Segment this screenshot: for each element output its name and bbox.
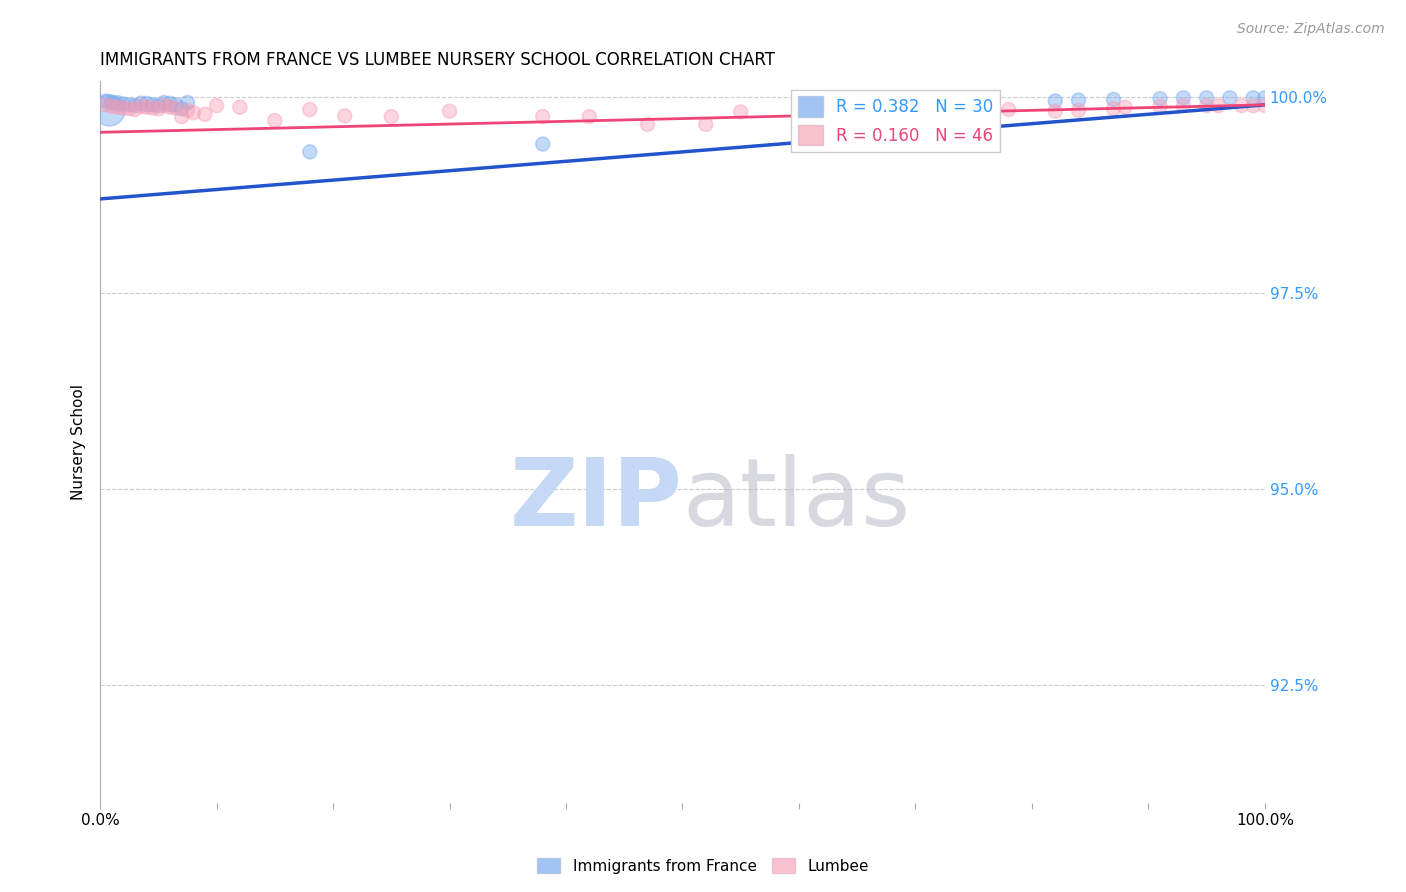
Point <box>1254 91 1277 105</box>
Point <box>107 100 129 114</box>
Text: atlas: atlas <box>682 454 911 546</box>
Point <box>1067 93 1090 107</box>
Point <box>787 121 810 136</box>
Point <box>94 98 117 112</box>
Point <box>98 103 121 118</box>
Point <box>1219 91 1241 105</box>
Point <box>997 103 1019 117</box>
Point <box>263 113 285 128</box>
Text: IMMIGRANTS FROM FRANCE VS LUMBEE NURSERY SCHOOL CORRELATION CHART: IMMIGRANTS FROM FRANCE VS LUMBEE NURSERY… <box>100 51 775 69</box>
Point <box>1102 92 1125 106</box>
Point <box>135 97 157 112</box>
Y-axis label: Nursery School: Nursery School <box>72 384 86 500</box>
Point <box>1173 98 1195 112</box>
Point <box>787 105 810 120</box>
Point <box>135 100 157 114</box>
Point <box>1114 100 1136 114</box>
Point <box>176 103 198 118</box>
Point <box>1149 99 1171 113</box>
Point <box>823 113 845 128</box>
Point <box>165 101 187 115</box>
Point <box>124 103 146 117</box>
Point <box>578 110 600 124</box>
Point <box>846 110 869 124</box>
Point <box>1195 98 1218 112</box>
Point <box>531 110 554 124</box>
Point <box>153 95 176 110</box>
Point <box>823 102 845 116</box>
Point <box>1230 98 1253 112</box>
Point <box>1045 104 1067 119</box>
Point <box>1241 91 1264 105</box>
Point <box>112 97 135 112</box>
Point <box>1067 103 1090 118</box>
Point <box>1173 91 1195 105</box>
Point <box>637 118 659 132</box>
Point <box>298 103 321 117</box>
Point <box>1254 98 1277 112</box>
Point <box>165 98 187 112</box>
Point <box>176 95 198 110</box>
Point <box>181 105 204 120</box>
Point <box>1045 94 1067 108</box>
Point <box>129 99 152 113</box>
Point <box>118 102 141 116</box>
Point <box>882 119 904 133</box>
Point <box>229 100 252 114</box>
Point <box>1102 102 1125 116</box>
Legend: Immigrants from France, Lumbee: Immigrants from France, Lumbee <box>531 852 875 880</box>
Point <box>531 136 554 151</box>
Point <box>1241 98 1264 112</box>
Point <box>159 97 181 112</box>
Point <box>333 109 356 123</box>
Point <box>194 107 217 121</box>
Point <box>380 110 402 124</box>
Legend: R = 0.382   N = 30, R = 0.160   N = 46: R = 0.382 N = 30, R = 0.160 N = 46 <box>792 90 1000 152</box>
Point <box>100 95 122 110</box>
Point <box>118 98 141 112</box>
Point <box>148 98 170 112</box>
Point <box>148 102 170 116</box>
Point <box>141 98 163 112</box>
Point <box>1206 98 1229 112</box>
Point <box>94 94 117 108</box>
Point <box>141 101 163 115</box>
Point <box>298 145 321 159</box>
Point <box>107 96 129 111</box>
Point <box>100 99 122 113</box>
Point <box>129 96 152 111</box>
Point <box>170 110 193 124</box>
Text: Source: ZipAtlas.com: Source: ZipAtlas.com <box>1237 22 1385 37</box>
Point <box>439 104 461 119</box>
Point <box>730 104 752 119</box>
Point <box>159 100 181 114</box>
Point <box>695 118 717 132</box>
Point <box>112 101 135 115</box>
Point <box>1195 91 1218 105</box>
Point <box>928 104 950 119</box>
Point <box>963 105 986 120</box>
Point <box>1149 92 1171 106</box>
Point <box>124 98 146 112</box>
Point <box>153 98 176 112</box>
Point <box>170 102 193 116</box>
Point <box>205 98 228 112</box>
Text: ZIP: ZIP <box>509 454 682 546</box>
